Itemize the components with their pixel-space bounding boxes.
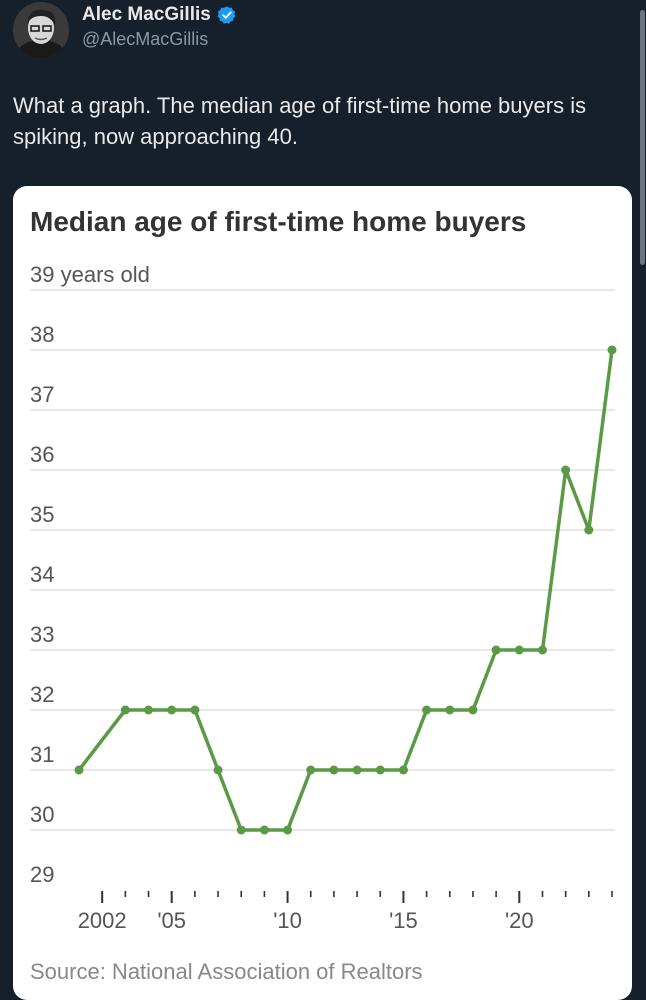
y-tick-label: 39 years old [30,262,150,287]
x-tick-label: 2002 [78,908,127,933]
y-tick-label: 31 [30,742,54,767]
x-tick-label: '10 [273,908,302,933]
data-point [283,825,293,835]
avatar[interactable] [13,2,69,58]
y-tick-label: 32 [30,682,54,707]
y-tick-label: 30 [30,802,54,827]
handle[interactable]: @AlecMacGillis [82,29,209,49]
y-tick-label: 36 [30,442,54,467]
data-point [190,705,200,715]
data-point [259,825,269,835]
data-point [561,465,571,475]
x-tick-label: '20 [505,908,534,933]
y-tick-label: 29 [30,862,54,887]
data-point [120,705,130,715]
data-point [306,765,316,775]
y-tick-label: 38 [30,322,54,347]
data-point [514,645,524,655]
data-point [213,765,223,775]
display-name[interactable]: Alec MacGillis [82,4,211,25]
data-point [236,825,246,835]
tweet-text: What a graph. The median age of first-ti… [13,93,587,149]
y-unit-label: years old [54,262,149,287]
y-tick-label: 33 [30,622,54,647]
data-point [144,705,154,715]
y-tick-label: 35 [30,502,54,527]
avatar-image [13,2,69,58]
data-point [398,765,408,775]
verified-badge-icon[interactable] [217,5,237,25]
data-point [422,705,432,715]
chart-title: Median age of first-time home buyers [30,206,526,237]
data-point [445,705,455,715]
y-tick-label: 37 [30,382,54,407]
chart-svg: Median age of first-time home buyers 39 … [30,206,617,984]
data-point [584,525,594,535]
data-point [537,645,547,655]
x-tick-label: '05 [157,908,186,933]
x-tick-label: '15 [389,908,418,933]
data-point [329,765,339,775]
data-point [491,645,501,655]
chart-card[interactable]: Median age of first-time home buyers 39 … [13,186,632,1000]
tweet-author: Alec MacGillis @AlecMacGillis [82,4,237,50]
data-point [167,705,177,715]
data-point [375,765,385,775]
data-point [74,765,84,775]
data-point [468,705,478,715]
data-point [352,765,362,775]
chart-source: Source: National Association of Realtors [30,959,423,984]
y-tick-label: 34 [30,562,54,587]
data-point [607,345,617,355]
scrollbar[interactable] [640,10,645,265]
